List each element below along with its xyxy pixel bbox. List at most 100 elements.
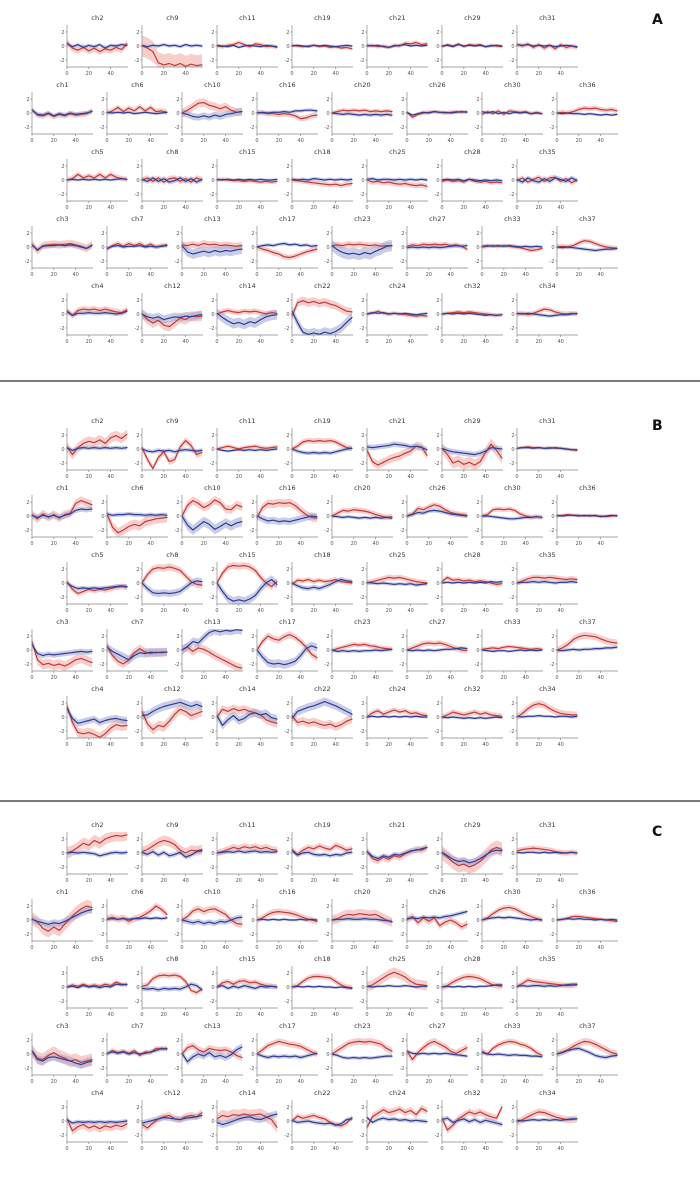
x-tick-label: 0 [365,742,368,748]
waveform-chart: 20-20 20 40 [60,966,128,1018]
blue-series-line [556,246,618,252]
x-tick-label: 0 [215,71,218,77]
y-tick-label: -2 [510,595,515,601]
panel-label-c: C [652,824,663,840]
red-series-line [216,564,278,588]
red-series-line [516,703,578,718]
x-tick-label: 20 [311,71,317,77]
red-series-line [256,1040,318,1055]
subplot-ch6-B: ch6 2 0 -2 0 20 40 [95,484,170,549]
subplot-ch21-A: ch21 2 0 -2 0 20 40 [355,14,430,79]
blue-series-line [516,312,578,317]
subplot-ch9-A: ch9 2 0 -2 0 20 40 [130,14,205,79]
subplot-title: ch25 [389,148,406,156]
red-band [332,641,392,654]
subplot-ch32-C: ch32 2 0 -2 0 20 40 [430,1089,505,1154]
x-tick-label: 20 [236,878,242,884]
y-tick-label: 0 [436,715,439,721]
subplot-title: ch19 [314,821,331,829]
subplot-title: ch12 [164,1089,181,1097]
y-tick-label: 2 [476,634,479,640]
y-tick-label: -2 [135,729,140,735]
x-tick-label: 0 [140,205,143,211]
y-tick-label: 2 [26,1038,29,1044]
red-series-line [406,915,468,928]
subplot-ch26-B: ch26 2 0 -2 0 20 40 [395,484,470,549]
x-tick-label: 40 [597,138,603,144]
y-tick-label: 2 [136,1105,139,1111]
subplot-ch33-C: ch33 2 0 -2 0 20 40 [470,1022,545,1087]
waveform-chart: 20-20 20 40 [135,696,203,748]
red-series-line [366,1107,428,1128]
x-tick-label: 0 [405,1079,408,1085]
x-tick-label: 0 [405,675,408,681]
y-tick-label: 2 [436,971,439,977]
x-tick-label: 0 [140,1146,143,1152]
subplot-row: ch5 2 0 -2 0 20 40 ch8 2 0 -2 0 20 40 ch15 2 0 -2 0 20 40 ch1… [0,148,700,215]
red-series-line [441,576,503,585]
x-tick-label: 0 [65,205,68,211]
x-tick-label: 40 [107,474,113,480]
x-tick-label: 0 [515,474,518,480]
y-tick-label: 0 [326,514,329,520]
blue-series-line [406,509,468,517]
subplot-ch1-B: ch1 2 0 -2 0 20 40 [20,484,95,549]
x-tick-label: 40 [332,205,338,211]
y-tick-label: 2 [326,904,329,910]
blue-series-line [66,447,128,451]
subplot-title: ch12 [164,282,181,290]
subplot-ch4-A: ch4 2 0 -2 0 20 40 [55,282,130,347]
waveform-chart: 20-20 20 40 [25,629,93,681]
x-tick-label: 0 [555,138,558,144]
y-tick-label: 0 [361,715,364,721]
y-tick-label: -2 [435,326,440,332]
y-tick-label: -2 [510,192,515,198]
y-tick-label: -2 [435,58,440,64]
subplot-title: ch11 [239,821,256,829]
subplot-title: ch31 [539,14,556,22]
waveform-chart: 20-20 20 40 [435,696,503,748]
waveform-chart: 20-20 20 40 [325,92,393,144]
x-tick-label: 20 [426,945,432,951]
blue-series-line [481,649,543,652]
y-tick-label: 0 [101,111,104,117]
y-tick-label: -2 [210,1133,215,1139]
x-tick-label: 0 [330,138,333,144]
red-series-line [66,173,128,181]
blue-series-line [216,312,278,326]
waveform-chart: 20-20 20 40 [360,428,428,480]
x-tick-label: 40 [522,945,528,951]
waveform-chart: 20-20 20 40 [475,495,543,547]
x-tick-label: 40 [182,742,188,748]
x-tick-label: 40 [482,742,488,748]
subplot-title: ch24 [389,1089,406,1097]
blue-series-line [141,983,203,991]
blue-series-line [406,911,468,920]
red-series-line [406,504,468,517]
y-tick-label: -2 [285,999,290,1005]
x-tick-label: 40 [182,878,188,884]
x-tick-label: 40 [407,71,413,77]
red-series-line [366,179,428,187]
blue-series-line [141,313,203,321]
subplot-ch6-A: ch6 2 0 -2 0 20 40 [95,81,170,146]
x-tick-label: 0 [330,1079,333,1085]
subplot-title: ch7 [131,215,144,223]
y-tick-label: 0 [211,581,214,587]
x-tick-label: 40 [332,71,338,77]
subplot-title: ch10 [204,888,221,896]
x-tick-label: 40 [557,1012,563,1018]
waveform-chart: 20-20 20 40 [400,899,468,951]
y-tick-label: -2 [100,662,105,668]
red-series-line [291,844,353,855]
subplot-title: ch11 [239,14,256,22]
y-tick-label: 2 [436,298,439,304]
y-tick-label: -2 [360,729,365,735]
red-series-line [516,576,578,584]
y-tick-label: 2 [286,298,289,304]
subplot-title: ch25 [389,551,406,559]
blue-series-line [366,985,428,988]
blue-series-line [516,581,578,584]
x-tick-label: 20 [501,138,507,144]
blue-series-line [141,850,203,858]
